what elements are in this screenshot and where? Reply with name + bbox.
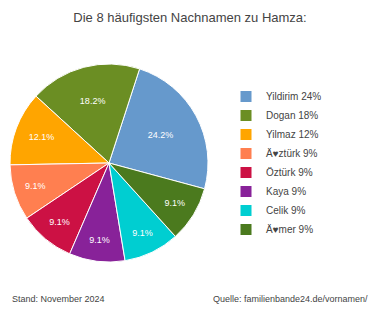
svg-text:Ä♥mer 9%: Ä♥mer 9% [266, 224, 313, 235]
svg-text:12.1%: 12.1% [29, 132, 55, 142]
svg-text:9.1%: 9.1% [89, 235, 110, 245]
svg-text:Ä♥ztürk 9%: Ä♥ztürk 9% [266, 148, 318, 159]
svg-text:Dogan 18%: Dogan 18% [266, 110, 318, 121]
svg-text:9.1%: 9.1% [49, 217, 70, 227]
svg-text:Die 8 häufigsten Nachnamen zu: Die 8 häufigsten Nachnamen zu Hamza: [73, 10, 306, 25]
svg-text:18.2%: 18.2% [80, 96, 106, 106]
svg-text:Öztürk 9%: Öztürk 9% [266, 167, 313, 178]
svg-text:Stand: November 2024: Stand: November 2024 [12, 294, 105, 304]
svg-text:Celik 9%: Celik 9% [266, 205, 306, 216]
svg-text:9.1%: 9.1% [25, 181, 46, 191]
svg-text:Yilmaz 12%: Yilmaz 12% [266, 129, 319, 140]
svg-text:9.1%: 9.1% [132, 228, 153, 238]
svg-text:9.1%: 9.1% [165, 198, 186, 208]
svg-text:Quelle: familienbande24.de/vor: Quelle: familienbande24.de/vornamen/ [213, 294, 368, 304]
svg-text:Kaya 9%: Kaya 9% [266, 186, 306, 197]
svg-text:24.2%: 24.2% [148, 130, 174, 140]
svg-text:Yildirim 24%: Yildirim 24% [266, 91, 321, 102]
